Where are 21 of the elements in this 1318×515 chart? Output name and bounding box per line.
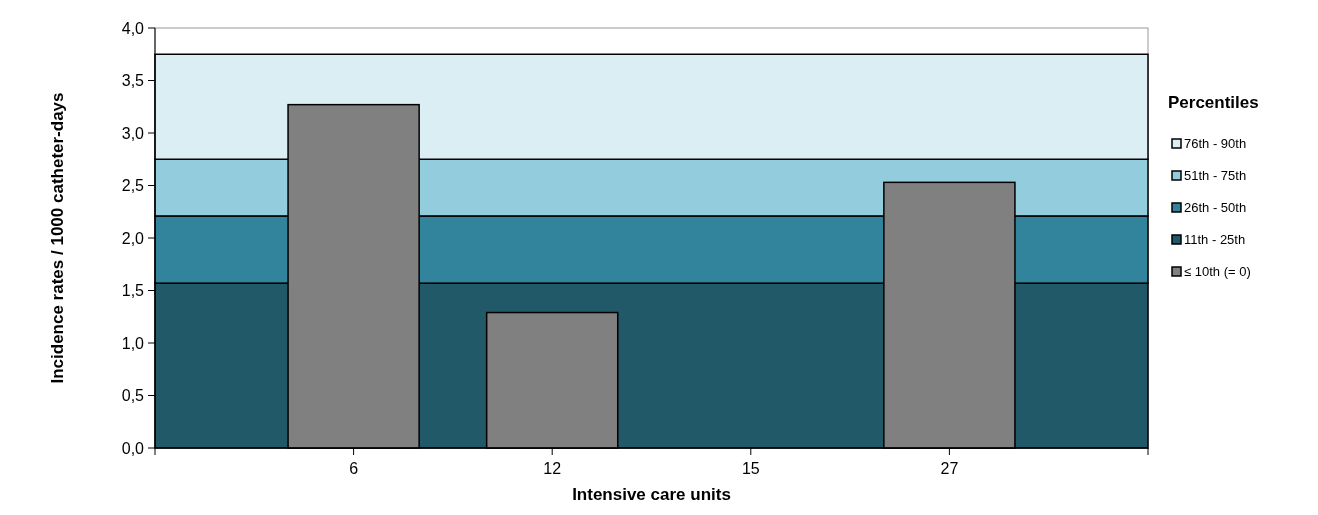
y-axis-title: Incidence rates / 1000 catheter-days: [48, 92, 67, 384]
y-tick-label: 0,0: [121, 439, 145, 457]
y-tick-label: 4,0: [121, 19, 145, 37]
x-tick-label: 6: [349, 460, 359, 477]
x-tick-label: 12: [543, 460, 562, 477]
y-tick-label: 1,0: [121, 334, 145, 352]
x-tick-label: 15: [741, 460, 760, 477]
y-tick-label: 2,5: [121, 177, 145, 195]
legend-label: 11th - 25th: [1184, 232, 1246, 247]
band-label: 26th - 50th: [1184, 200, 1247, 215]
y-tick-label: 1,5: [121, 282, 145, 300]
x-axis-title: Intensive care units: [572, 485, 731, 504]
band-label: 76th - 90th: [1184, 136, 1247, 151]
y-tick-label: 2,0: [121, 229, 145, 247]
legend-title: Percentiles: [1168, 93, 1259, 112]
y-tick-label: 3,0: [121, 124, 145, 142]
legend-label: ≤ 10th (= 0): [1184, 264, 1251, 279]
y-tick-label: 3,5: [121, 72, 145, 90]
x-tick-label: 27: [940, 460, 959, 477]
y-tick-label: 0,5: [121, 387, 145, 405]
band-label: 51th - 75th: [1184, 168, 1247, 183]
